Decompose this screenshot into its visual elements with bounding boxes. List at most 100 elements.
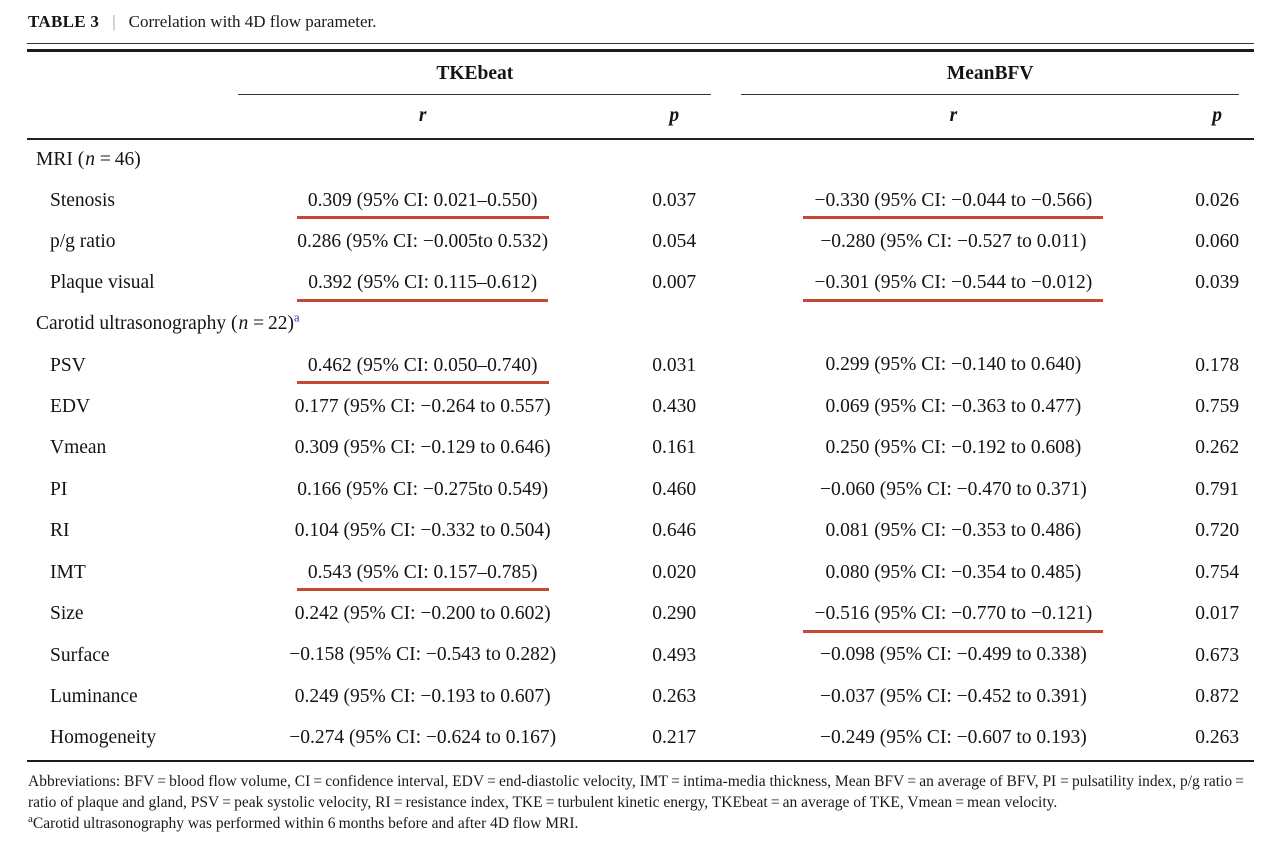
bfv-p-value: 0.791 — [1195, 478, 1240, 500]
bfv-r-value: 0.250 (95% CI: −0.192 to 0.608) — [825, 437, 1082, 459]
bfv-r-value: −0.037 (95% CI: −0.452 to 0.391) — [819, 685, 1087, 707]
bfv-r-value: 0.299 (95% CI: −0.140 to 0.640) — [825, 354, 1082, 376]
paper-table-page: TABLE 3 | Correlation with 4D flow paramet… — [27, 9, 1254, 835]
table-footnotes: Abbreviations: BFV = blood flow volume, … — [27, 771, 1254, 835]
row-label: PI — [50, 478, 68, 500]
col-header-bfv-r: r — [949, 105, 958, 126]
correlation-table: TKEbeat MeanBFV r p r p MRI (n = 46) Ste… — [27, 49, 1254, 762]
bfv-p-value: 0.178 — [1195, 354, 1240, 376]
row-label: Size — [50, 603, 84, 625]
tke-p-value: 0.290 — [652, 603, 697, 625]
bfv-p-value: 0.039 — [1195, 272, 1240, 294]
table-row-surface: Surface −0.158 (95% CI: −0.543 to 0.282)… — [27, 635, 1254, 676]
column-group-row: TKEbeat MeanBFV — [27, 51, 1254, 96]
footnote-a: aCarotid ultrasonography was performed w… — [28, 813, 1254, 834]
section-header-row-carotid: Carotid ultrasonography (n = 22)a — [27, 304, 1254, 345]
bfv-r-value: −0.330 (95% CI: −0.044 to −0.566) — [803, 190, 1104, 220]
bfv-p-value: 0.263 — [1195, 727, 1240, 749]
caption-text: Correlation with 4D flow parameter. — [128, 12, 377, 31]
table-row-pi: PI 0.166 (95% CI: −0.275to 0.549) 0.460 … — [27, 470, 1254, 511]
bfv-p-value: 0.754 — [1195, 561, 1240, 583]
row-label: Vmean — [50, 437, 107, 459]
footnote-marker-a: a — [294, 310, 300, 325]
tke-r-value: 0.309 (95% CI: 0.021–0.550) — [296, 190, 549, 220]
bfv-r-value: 0.080 (95% CI: −0.354 to 0.485) — [825, 561, 1082, 583]
bfv-p-value: 0.759 — [1195, 396, 1240, 418]
row-label: EDV — [50, 396, 91, 418]
tke-r-value: 0.177 (95% CI: −0.264 to 0.557) — [294, 395, 551, 417]
table-row-stenosis: Stenosis 0.309 (95% CI: 0.021–0.550) 0.0… — [27, 181, 1254, 222]
tke-r-value: 0.104 (95% CI: −0.332 to 0.504) — [294, 520, 551, 542]
section-title-carotid: Carotid ultrasonography (n = 22)a — [36, 310, 300, 335]
table-row-luminance: Luminance 0.249 (95% CI: −0.193 to 0.607… — [27, 677, 1254, 718]
bfv-r-value: −0.516 (95% CI: −0.770 to −0.121) — [803, 603, 1104, 633]
table-row-ri: RI 0.104 (95% CI: −0.332 to 0.504) 0.646… — [27, 511, 1254, 552]
tke-p-value: 0.217 — [652, 727, 697, 749]
table-number: TABLE 3 — [28, 12, 100, 31]
bfv-r-value: 0.069 (95% CI: −0.363 to 0.477) — [825, 395, 1082, 417]
tke-p-value: 0.031 — [652, 354, 697, 376]
subheader-row: r p r p — [27, 95, 1254, 139]
row-label: RI — [50, 520, 70, 542]
row-label: PSV — [50, 354, 86, 376]
tke-r-value: 0.462 (95% CI: 0.050–0.740) — [296, 355, 549, 385]
table-row-pg-ratio: p/g ratio 0.286 (95% CI: −0.005to 0.532)… — [27, 222, 1254, 263]
tke-r-value: −0.274 (95% CI: −0.624 to 0.167) — [289, 727, 557, 749]
tke-r-value: 0.166 (95% CI: −0.275to 0.549) — [297, 478, 549, 500]
footnote-a-text: Carotid ultrasonography was performed wi… — [32, 815, 579, 833]
tke-p-value: 0.646 — [652, 520, 697, 542]
tke-p-value: 0.054 — [652, 231, 697, 253]
bfv-p-value: 0.720 — [1195, 520, 1240, 542]
bfv-p-value: 0.060 — [1195, 231, 1240, 253]
tke-r-value: 0.242 (95% CI: −0.200 to 0.602) — [294, 602, 551, 624]
tke-p-value: 0.007 — [652, 272, 697, 294]
column-group-tkebeat: TKEbeat — [238, 63, 712, 95]
empty-header-cell — [27, 51, 223, 96]
tke-p-value: 0.037 — [652, 190, 697, 211]
bfv-p-value: 0.673 — [1195, 644, 1240, 666]
bfv-r-value: −0.060 (95% CI: −0.470 to 0.371) — [819, 478, 1087, 500]
row-label: Stenosis — [50, 190, 116, 211]
bfv-p-value: 0.872 — [1195, 686, 1240, 707]
bfv-r-value: −0.280 (95% CI: −0.527 to 0.011) — [820, 231, 1087, 252]
table-row-homogeneity: Homogeneity −0.274 (95% CI: −0.624 to 0.… — [27, 718, 1254, 760]
row-label: Surface — [50, 644, 110, 666]
caption-rule — [27, 43, 1254, 44]
bfv-r-value: −0.249 (95% CI: −0.607 to 0.193) — [819, 727, 1087, 749]
tke-p-value: 0.161 — [652, 437, 697, 459]
bfv-r-value: 0.081 (95% CI: −0.353 to 0.486) — [825, 520, 1082, 542]
table-body: MRI (n = 46) Stenosis 0.309 (95% CI: 0.0… — [27, 139, 1254, 761]
col-header-tke-p: p — [669, 105, 680, 126]
table-row-imt: IMT 0.543 (95% CI: 0.157–0.785) 0.020 0.… — [27, 553, 1254, 594]
tke-r-value: 0.543 (95% CI: 0.157–0.785) — [296, 562, 549, 592]
tke-r-value: 0.309 (95% CI: −0.129 to 0.646) — [294, 437, 551, 459]
bfv-p-value: 0.017 — [1195, 603, 1240, 625]
column-group-meanbfv: MeanBFV — [741, 63, 1239, 95]
tke-r-value: 0.249 (95% CI: −0.193 to 0.607) — [294, 685, 551, 707]
bfv-r-value: −0.098 (95% CI: −0.499 to 0.338) — [819, 644, 1087, 666]
table-row-psv: PSV 0.462 (95% CI: 0.050–0.740) 0.031 0.… — [27, 345, 1254, 386]
row-label: Homogeneity — [50, 727, 157, 749]
section-header-row-mri: MRI (n = 46) — [27, 139, 1254, 181]
table-header: TKEbeat MeanBFV r p r p — [27, 51, 1254, 139]
tke-r-value: 0.392 (95% CI: 0.115–0.612) — [297, 272, 549, 302]
row-label: IMT — [50, 561, 86, 583]
row-label: Plaque visual — [50, 272, 155, 294]
row-label: p/g ratio — [50, 231, 116, 253]
col-header-tke-r: r — [418, 105, 427, 126]
bfv-r-value: −0.301 (95% CI: −0.544 to −0.012) — [803, 272, 1104, 302]
table-row-size: Size 0.242 (95% CI: −0.200 to 0.602) 0.2… — [27, 594, 1254, 635]
tke-r-value: −0.158 (95% CI: −0.543 to 0.282) — [289, 644, 557, 666]
tke-p-value: 0.493 — [652, 644, 697, 666]
footnote-a-marker: a — [28, 813, 33, 826]
tke-p-value: 0.020 — [652, 561, 697, 583]
table-caption: TABLE 3 | Correlation with 4D flow paramet… — [27, 9, 1254, 32]
tke-p-value: 0.460 — [652, 478, 697, 500]
col-header-bfv-p: p — [1212, 105, 1223, 126]
tke-p-value: 0.263 — [652, 686, 697, 707]
empty-header-cell — [27, 95, 223, 139]
table-row-plaque-visual: Plaque visual 0.392 (95% CI: 0.115–0.612… — [27, 263, 1254, 304]
bfv-p-value: 0.262 — [1195, 437, 1240, 459]
abbreviations-note: Abbreviations: BFV = blood flow volume, … — [28, 772, 1248, 812]
section-title-mri: MRI (n = 46) — [36, 149, 141, 170]
